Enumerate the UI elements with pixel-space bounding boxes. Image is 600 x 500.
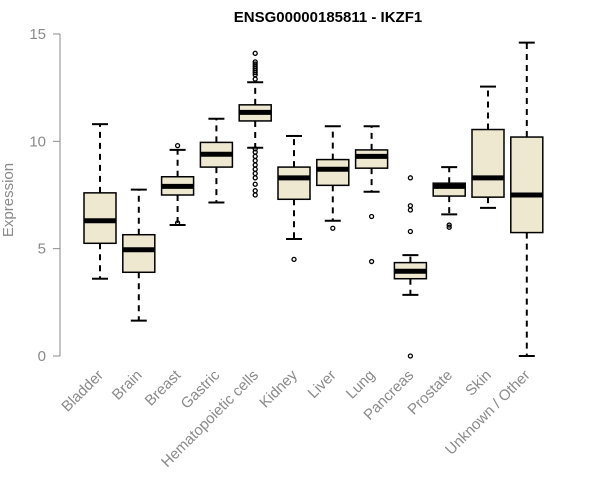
outlier-point: [174, 220, 181, 226]
outlier-point: [446, 222, 452, 228]
outlier-point: [407, 353, 414, 359]
x-label-brain: Brain: [109, 367, 146, 404]
x-label-lung: Lung: [343, 367, 379, 403]
outlier-point: [252, 166, 258, 172]
outlier-point: [252, 50, 258, 56]
box-skin: [471, 85, 505, 209]
iqr-box: [316, 158, 350, 187]
iqr-box: [277, 166, 311, 201]
y-tick-label: 10: [29, 133, 46, 150]
outlier-point: [252, 158, 258, 164]
x-label-kidney: Kidney: [256, 366, 301, 411]
box-gastric: [199, 117, 234, 204]
outlier-point: [368, 213, 375, 220]
outlier-point: [252, 188, 258, 194]
box-series: [83, 41, 544, 359]
outlier-point: [407, 175, 414, 181]
y-tick-label: 0: [38, 348, 46, 365]
iqr-box: [471, 128, 505, 198]
outlier-point: [252, 181, 258, 187]
iqr-box: [510, 136, 544, 234]
box-unknown-other: [510, 41, 544, 357]
y-tick-label: 15: [29, 26, 46, 43]
box-prostate: [432, 166, 466, 230]
outlier-point: [407, 207, 414, 213]
box-liver: [316, 125, 350, 231]
outlier-point: [252, 149, 258, 155]
outlier-point: [368, 258, 375, 265]
x-label-liver: Liver: [305, 367, 340, 402]
outlier-point: [291, 256, 297, 263]
iqr-box: [354, 149, 389, 169]
y-tick-label: 5: [38, 241, 46, 258]
outlier-point: [446, 224, 452, 230]
outlier-point: [407, 203, 414, 209]
outlier-point: [252, 192, 258, 198]
outlier-point: [252, 162, 258, 168]
outlier-point: [330, 225, 336, 231]
box-pancreas: [393, 175, 428, 359]
box-bladder: [83, 123, 117, 280]
iqr-box: [122, 233, 156, 274]
y-axis: 0 5 10 15: [29, 26, 61, 365]
x-label-bladder: Bladder: [58, 367, 107, 416]
iqr-box: [83, 192, 117, 245]
outlier-point: [252, 170, 258, 177]
outlier-point: [174, 142, 181, 149]
box-breast: [160, 142, 195, 227]
outlier-point: [407, 228, 414, 235]
box-hematopoietic-cells: [238, 50, 272, 198]
outlier-point: [252, 175, 258, 181]
box-lung: [354, 125, 389, 265]
x-label-skin: Skin: [462, 367, 495, 400]
outlier-point: [252, 76, 258, 82]
outlier-point: [252, 69, 258, 76]
outlier-point: [252, 146, 258, 152]
y-axis-label: Expression: [0, 163, 17, 237]
chart-title: ENSG00000185811 - IKZF1: [234, 9, 422, 26]
outlier-point: [252, 153, 258, 160]
box-kidney: [277, 134, 311, 263]
box-brain: [122, 188, 156, 322]
x-label-breast: Breast: [142, 366, 185, 409]
